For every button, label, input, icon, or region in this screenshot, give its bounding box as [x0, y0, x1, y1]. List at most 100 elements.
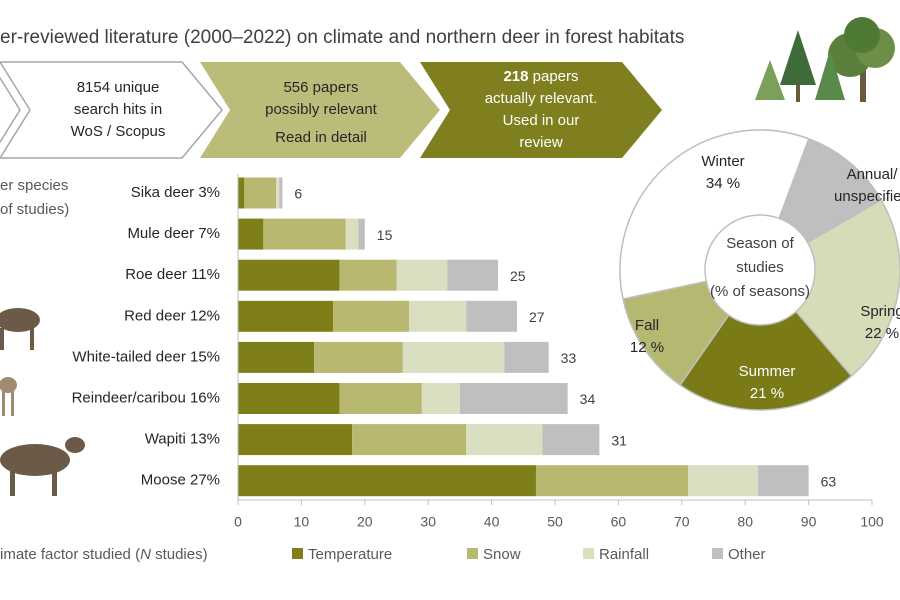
bar-segment — [409, 300, 467, 332]
x-tick-label: 70 — [674, 514, 690, 530]
bar-segment — [244, 177, 277, 209]
bar-segment — [345, 218, 359, 250]
bar-total-label: 33 — [561, 350, 577, 366]
y-tick-label: Mule deer 7% — [127, 225, 220, 242]
flow-text: search hits in — [74, 101, 162, 118]
bar-segment — [238, 465, 536, 497]
flow-text: 556 papers — [283, 79, 358, 96]
legend-title-part: imate factor studied ( — [0, 546, 140, 563]
slice-value-label: 21 % — [750, 385, 784, 402]
flow-text: actually relevant. — [485, 90, 598, 107]
bar-total-label: 63 — [821, 473, 837, 489]
slice-value-label: 34 % — [706, 175, 740, 192]
bar-segment — [238, 424, 353, 456]
legend-swatch — [712, 548, 723, 559]
bar-segment — [238, 218, 264, 250]
bar-segment — [459, 383, 568, 414]
x-tick-label: 100 — [860, 514, 884, 530]
slice-label: Annual/ — [847, 166, 899, 183]
legend-label: Temperature — [308, 546, 392, 563]
y-tick-label: Wapiti 13% — [145, 431, 220, 448]
bar-segment — [238, 341, 315, 373]
bar-segment — [447, 259, 498, 291]
y-axis-title: of studies) — [0, 201, 69, 218]
x-tick-label: 10 — [294, 514, 310, 530]
y-tick-label: Sika deer 3% — [131, 184, 220, 201]
bar-segment — [402, 341, 505, 373]
bar-segment — [276, 177, 280, 209]
slice-label: Spring — [860, 303, 900, 320]
bar-segment — [238, 259, 340, 291]
slice-value-label: 12 % — [630, 339, 664, 356]
flow-text: Read in detail — [275, 129, 367, 146]
title: er-reviewed literature (2000–2022) on cl… — [0, 27, 684, 48]
bar-segment — [238, 383, 340, 414]
legend-title-part: studies) — [151, 546, 208, 563]
flow-text: WoS / Scopus — [71, 123, 166, 140]
bar-segment — [396, 259, 448, 291]
slice-label: Summer — [739, 363, 796, 380]
y-axis-title: er species — [0, 177, 68, 194]
x-tick-label: 60 — [611, 514, 627, 530]
slice-value-label: 22 % — [865, 325, 899, 342]
flow-text: 218 papers — [503, 68, 578, 85]
bar-segment — [504, 341, 549, 373]
trees-icon — [755, 17, 895, 102]
flow-arrow — [0, 61, 223, 159]
donut-center-label: (% of seasons) — [710, 283, 810, 300]
donut-center-label: Season of — [726, 235, 794, 252]
y-tick-label: Red deer 12% — [124, 307, 220, 324]
bar-segment — [333, 300, 410, 332]
donut-slice — [794, 198, 900, 378]
flow-bold: 218 — [503, 68, 528, 85]
y-tick-label: White-tailed deer 15% — [72, 348, 220, 365]
bar-segment — [358, 218, 365, 250]
x-tick-label: 80 — [737, 514, 753, 530]
y-tick-label: Moose 27% — [141, 472, 220, 489]
slice-label: Winter — [701, 153, 744, 170]
bar-segment — [757, 465, 809, 497]
donut-center-label: studies — [736, 259, 784, 276]
legend-label: Snow — [483, 546, 521, 563]
x-tick-label: 20 — [357, 514, 373, 530]
deer-icons — [0, 308, 85, 496]
flow-text: review — [519, 134, 563, 151]
x-tick-label: 40 — [484, 514, 500, 530]
y-tick-label: Roe deer 11% — [125, 266, 220, 283]
bar-segment — [542, 424, 600, 456]
y-tick-label: Reindeer/caribou 16% — [72, 389, 220, 406]
x-tick-label: 30 — [420, 514, 436, 530]
flow-arrow — [0, 76, 21, 144]
donut-slice — [679, 310, 853, 411]
bar-total-label: 25 — [510, 268, 526, 284]
legend-swatch — [583, 548, 594, 559]
bar-segment — [238, 300, 334, 332]
x-tick-label: 50 — [547, 514, 563, 530]
bar-segment — [238, 177, 245, 209]
bar-segment — [339, 259, 397, 291]
x-tick-label: 90 — [801, 514, 817, 530]
x-tick-label: 0 — [234, 514, 242, 530]
flow-arrow — [200, 62, 440, 158]
bar-segment — [535, 465, 689, 497]
bar-total-label: 27 — [529, 309, 545, 325]
bar-total-label: 6 — [294, 186, 302, 202]
bar-segment — [466, 424, 543, 456]
legend-swatch — [292, 548, 303, 559]
legend-title-part: N — [140, 546, 151, 563]
flow-arrow — [420, 62, 662, 158]
bar-segment — [263, 218, 346, 250]
bar-total-label: 34 — [580, 391, 596, 407]
legend-label: Other — [728, 546, 766, 563]
bar-segment — [688, 465, 758, 497]
bar-segment — [314, 341, 403, 373]
legend-title: imate factor studied (N studies) — [0, 546, 208, 563]
bar-segment — [279, 177, 283, 209]
bar-segment — [421, 383, 460, 414]
flow-text: papers — [528, 68, 578, 85]
slice-label: Fall — [635, 317, 659, 334]
bar-segment — [339, 383, 422, 414]
donut-slice — [622, 280, 730, 387]
flow-text: 8154 unique — [77, 79, 160, 96]
